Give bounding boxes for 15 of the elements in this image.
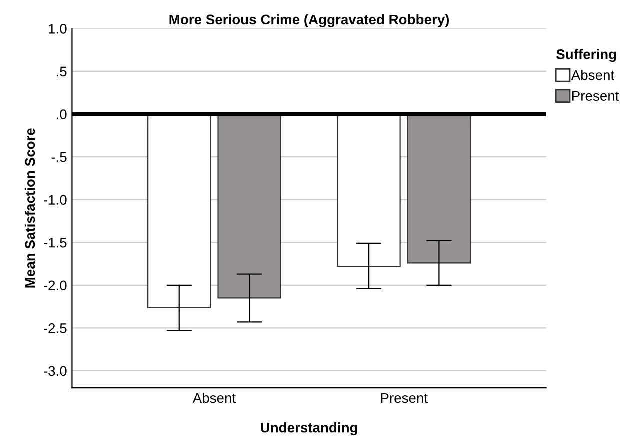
legend-label: Present <box>572 91 620 102</box>
chart-title: More Serious Crime (Aggravated Robbery) <box>170 14 450 28</box>
y-tick-label: .5 <box>57 66 67 77</box>
y-tick-label: .0 <box>57 110 67 120</box>
y-tick-label: -1.0 <box>44 195 67 205</box>
y-tick-label: 1.0 <box>49 24 67 34</box>
y-axis-title: Mean Satisfaction Score <box>24 128 36 288</box>
y-tick-label: -3.0 <box>44 366 67 376</box>
y-tick-label: -2.5 <box>44 324 67 334</box>
legend-label: Absent <box>571 70 614 80</box>
y-tick-label: -1.5 <box>44 238 67 248</box>
legend-title: Suffering <box>556 49 616 62</box>
y-tick-label: -.5 <box>52 152 67 162</box>
y-tick-label: -2.0 <box>44 280 67 291</box>
x-axis-title: Understanding <box>261 422 358 436</box>
